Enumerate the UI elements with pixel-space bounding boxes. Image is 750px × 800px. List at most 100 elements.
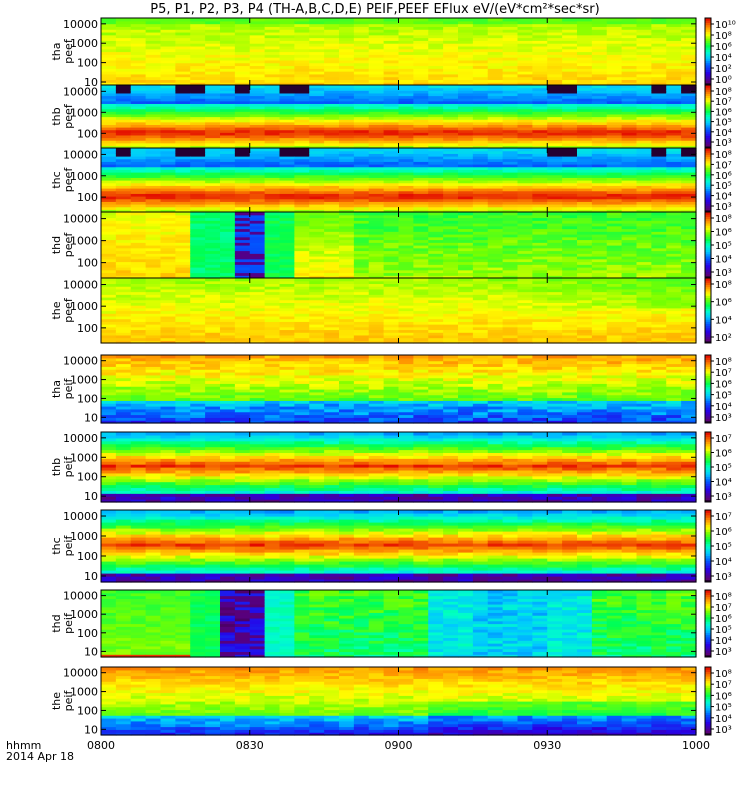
- heatmap-cell: [175, 73, 191, 78]
- heatmap-cell: [339, 40, 355, 44]
- heatmap-cell: [324, 236, 340, 241]
- heatmap-cell: [428, 206, 444, 210]
- heatmap-cell: [458, 142, 474, 146]
- heatmap-cell: [279, 166, 295, 170]
- heatmap-cell: [606, 108, 623, 112]
- heatmap-cell: [130, 296, 147, 301]
- heatmap-cell: [443, 54, 459, 58]
- heatmap-cell: [205, 239, 221, 243]
- heatmap-cell: [249, 132, 266, 136]
- heatmap-cell: [279, 113, 295, 118]
- heatmap-cell: [368, 57, 385, 61]
- heatmap-cell: [249, 220, 266, 224]
- colorbar-swatch: [705, 71, 711, 75]
- heatmap-cell: [294, 76, 310, 81]
- heatmap-cell: [309, 225, 325, 230]
- heatmap-cell: [368, 129, 385, 133]
- heatmap-cell: [577, 127, 593, 131]
- heatmap-cell: [443, 108, 459, 112]
- heatmap-cell: [234, 166, 251, 170]
- heatmap-cell: [383, 247, 400, 252]
- heatmap-cell: [175, 132, 191, 136]
- heatmap-cell: [130, 231, 147, 235]
- heatmap-cell: [220, 329, 236, 333]
- heatmap-cell: [145, 145, 162, 149]
- heatmap-cell: [324, 283, 340, 287]
- heatmap-cell: [472, 228, 489, 232]
- heatmap-cell: [324, 108, 340, 112]
- heatmap-cell: [368, 242, 385, 246]
- heatmap-cell: [175, 90, 191, 94]
- heatmap-cell: [398, 158, 414, 162]
- heatmap-cell: [353, 228, 370, 232]
- heatmap-cell: [651, 148, 667, 152]
- heatmap-cell: [681, 196, 697, 200]
- heatmap-cell: [621, 239, 638, 243]
- heatmap-cell: [517, 106, 533, 110]
- heatmap-cell: [279, 198, 295, 202]
- heatmap-cell: [294, 57, 310, 61]
- heatmap-cell: [636, 318, 652, 322]
- heatmap-cell: [502, 134, 519, 139]
- heatmap-cell: [383, 272, 400, 276]
- heatmap-cell: [606, 134, 623, 139]
- heatmap-cell: [309, 283, 325, 287]
- heatmap-cell: [547, 174, 563, 178]
- heatmap-cell: [517, 37, 533, 41]
- heatmap-cell: [353, 124, 370, 128]
- heatmap-cell: [517, 103, 533, 107]
- heatmap-cell: [547, 95, 563, 99]
- heatmap-cell: [532, 45, 548, 50]
- heatmap-cell: [145, 253, 162, 257]
- heatmap-cell: [443, 286, 459, 290]
- heatmap-cell: [443, 299, 459, 303]
- heatmap-cell: [443, 261, 459, 265]
- heatmap-cell: [577, 150, 593, 154]
- heatmap-cell: [279, 79, 295, 83]
- heatmap-cell: [279, 59, 295, 64]
- colorbar-swatch: [705, 85, 711, 88]
- heatmap-cell: [577, 253, 593, 257]
- heatmap-cell: [220, 231, 236, 235]
- heatmap-cell: [458, 223, 474, 227]
- heatmap-cell: [145, 196, 162, 200]
- heatmap-cell: [472, 291, 489, 295]
- heatmap-cell: [205, 310, 221, 314]
- heatmap-cell: [413, 321, 429, 325]
- heatmap-cell: [487, 98, 504, 102]
- heatmap-cell: [309, 193, 325, 197]
- heatmap-cell: [353, 334, 370, 339]
- heatmap-cell: [353, 204, 370, 208]
- heatmap-cell: [472, 62, 489, 67]
- heatmap-cell: [205, 234, 221, 238]
- heatmap-cell: [145, 132, 162, 136]
- heatmap-cell: [324, 48, 340, 53]
- heatmap-cell: [353, 220, 370, 224]
- heatmap-cell: [368, 153, 385, 157]
- heatmap-cell: [458, 158, 474, 162]
- heatmap-cell: [234, 188, 251, 192]
- heatmap-cell: [487, 302, 504, 306]
- heatmap-cell: [606, 245, 623, 249]
- heatmap-cell: [517, 185, 533, 189]
- heatmap-cell: [279, 193, 295, 197]
- heatmap-cell: [577, 54, 593, 58]
- heatmap-cell: [636, 275, 652, 279]
- heatmap-cell: [398, 283, 414, 287]
- heatmap-cell: [353, 169, 370, 173]
- heatmap-cell: [532, 82, 548, 86]
- heatmap-cell: [339, 209, 355, 213]
- heatmap-cell: [458, 299, 474, 303]
- heatmap-cell: [413, 137, 429, 141]
- heatmap-cell: [487, 108, 504, 112]
- heatmap-cell: [383, 267, 400, 271]
- heatmap-cell: [130, 201, 147, 205]
- heatmap-cell: [294, 111, 310, 115]
- heatmap-cell: [591, 92, 608, 97]
- heatmap-cell: [547, 111, 563, 115]
- heatmap-cell: [577, 228, 593, 232]
- heatmap-cell: [591, 261, 608, 265]
- heatmap-cell: [368, 73, 385, 78]
- heatmap-cell: [279, 85, 295, 89]
- heatmap-cell: [547, 245, 563, 249]
